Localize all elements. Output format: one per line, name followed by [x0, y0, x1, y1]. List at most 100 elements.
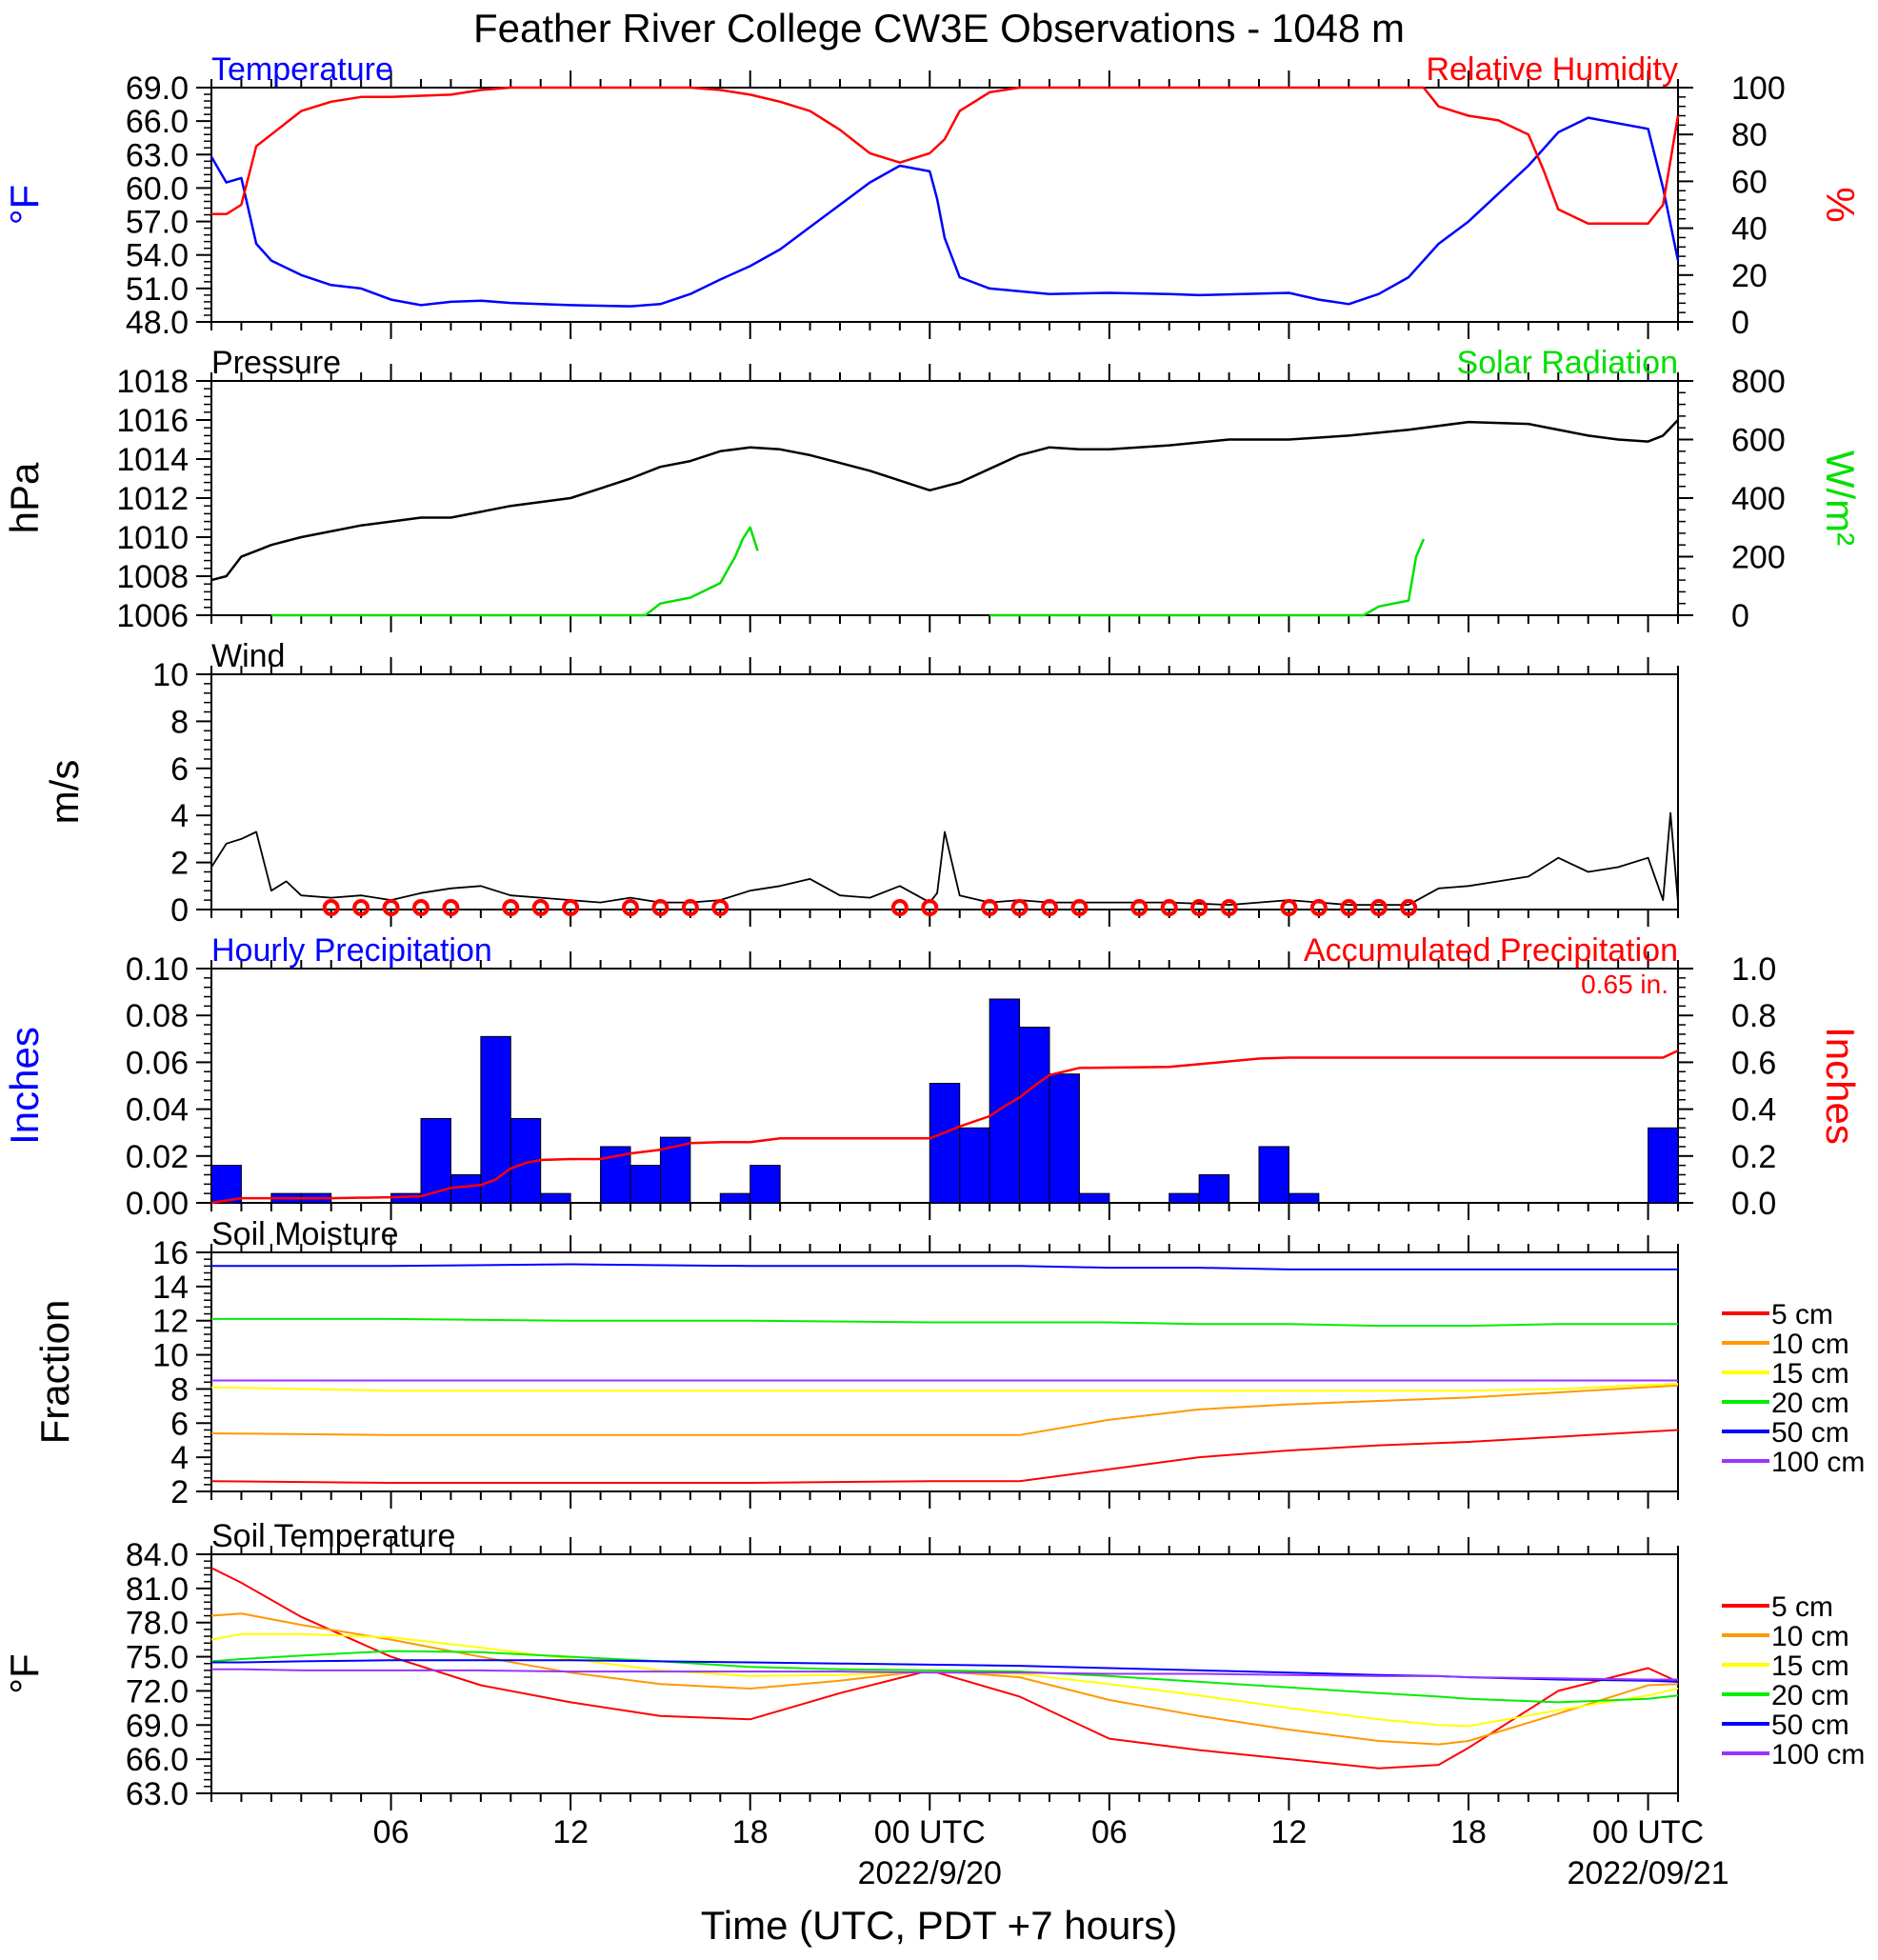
x-tick-label: 18 — [1450, 1814, 1487, 1850]
pressure-solar-y-tick-label: 1006 — [116, 598, 189, 634]
wind-calm-marker — [1190, 899, 1209, 916]
wind-y-label: m/s — [42, 760, 87, 825]
wind-calm-marker — [502, 899, 520, 916]
pressure-solar-y2-tick-label: 200 — [1731, 540, 1786, 576]
soil-temp-y-label: °F — [2, 1653, 47, 1693]
pressure-solar-y-tick-label: 1014 — [116, 442, 189, 478]
temp-rh-y-tick-label: 69.0 — [126, 70, 189, 107]
pressure-solar-y2-tick-label: 800 — [1731, 364, 1786, 400]
precip-hourly-bar — [1258, 1146, 1289, 1204]
precip-y2-tick-label: 0.2 — [1731, 1139, 1776, 1175]
x-axis-label: Time (UTC, PDT +7 hours) — [701, 1903, 1178, 1948]
soil-moisture-line-10cm — [210, 1384, 1679, 1436]
x-tick-label: 12 — [1271, 1814, 1308, 1850]
wind-speed-line — [210, 811, 1679, 906]
precip-hourly-bar — [1288, 1192, 1320, 1204]
precip-y-tick-label: 0.00 — [126, 1186, 189, 1222]
soil-temp-y-tick-label: 66.0 — [126, 1742, 189, 1778]
temp-rh-humidity-line — [211, 86, 1680, 225]
soil-moisture-y-tick-label: 12 — [152, 1304, 189, 1340]
pressure-solar-left-title: Pressure — [211, 345, 341, 381]
temp-rh-y-tick-label: 60.0 — [126, 170, 189, 207]
wind-calm-marker — [382, 899, 400, 916]
soil-moisture-legend-label: 5 cm — [1771, 1299, 1833, 1330]
temp-rh-temperature-line — [210, 116, 1680, 308]
soil-moisture-y-tick-label: 2 — [170, 1474, 189, 1510]
pressure-solar-y-tick-label: 1008 — [116, 559, 189, 595]
precip-hourly-bar — [1078, 1192, 1110, 1204]
pressure-solar-pressure-line — [210, 419, 1679, 582]
temp-rh-y2-tick-label: 0 — [1731, 305, 1749, 341]
wind-calm-marker — [1280, 899, 1298, 916]
precip-hourly-bar — [719, 1192, 751, 1204]
precip-y-tick-label: 0.06 — [126, 1045, 189, 1081]
temp-rh-y-label: °F — [2, 185, 47, 225]
temp-rh-axes: 48.051.054.057.060.063.066.069.0 0 20 40 60 8… — [2, 51, 1863, 341]
soil-moisture-y-tick-label: 8 — [170, 1371, 189, 1408]
soil-temp-legend-label: 10 cm — [1771, 1621, 1849, 1652]
precip-hourly-bar — [450, 1173, 482, 1204]
x-tick-label: 12 — [552, 1814, 589, 1850]
soil-temp-y-tick-label: 75.0 — [126, 1640, 189, 1676]
soil-moisture-legend-label: 10 cm — [1771, 1329, 1849, 1360]
wind-calm-marker — [412, 899, 430, 916]
temp-rh-right-title: Relative Humidity — [1426, 51, 1678, 88]
soil-moisture-line-5cm — [210, 1429, 1679, 1484]
temp-rh-y2-tick-label: 80 — [1731, 117, 1768, 153]
temp-rh-y-tick-label: 48.0 — [126, 305, 189, 341]
precip-hourly-bar — [1648, 1127, 1679, 1204]
wind-y-tick-label: 6 — [170, 751, 189, 788]
precip-y2-tick-label: 0.6 — [1731, 1045, 1776, 1081]
soil-temp-legend-label: 100 cm — [1771, 1739, 1865, 1770]
temp-rh-left-title: Temperature — [211, 51, 393, 88]
precip-y2-tick-label: 0.8 — [1731, 998, 1776, 1034]
x-tick-label: 00 UTC — [874, 1814, 986, 1850]
soil-temp-line-10cm — [210, 1612, 1679, 1746]
soil-moisture-line-20cm — [211, 1317, 1678, 1328]
pressure-solar-solar-line — [270, 526, 1426, 617]
pressure-solar-y2-tick-label: 600 — [1731, 423, 1786, 459]
temp-rh-frame — [210, 87, 1679, 323]
precip-hourly-bar — [480, 1035, 511, 1204]
pressure-solar-frame — [210, 380, 1679, 616]
precip-hourly-bar — [1049, 1073, 1080, 1204]
precip-y-tick-label: 0.02 — [126, 1139, 189, 1175]
wind-calm-marker — [1130, 899, 1149, 916]
precip-axes: 0.00 0.02 0.04 0.06 0.08 0.10 0.0 0.2 0.4 0.6 0.8 1… — [2, 932, 1863, 1222]
temp-rh-y-tick-label: 66.0 — [126, 104, 189, 140]
pressure-solar-right-title: Solar Radiation — [1457, 345, 1678, 381]
precip-y2-tick-label: 1.0 — [1731, 951, 1776, 988]
pressure-solar-y-tick-label: 1018 — [116, 364, 189, 400]
wind-calm-marker — [890, 899, 909, 916]
temp-rh-y-tick-label: 63.0 — [126, 137, 189, 173]
soil-temp-line-20cm — [210, 1650, 1679, 1704]
precip-y-tick-label: 0.10 — [126, 951, 189, 988]
precip-hourly-bar — [989, 998, 1021, 1204]
wind-frame — [210, 673, 1679, 910]
temp-rh-y-tick-label: 51.0 — [126, 271, 189, 308]
precip-hourly-bar — [749, 1165, 781, 1204]
precip-left-title: Hourly Precipitation — [211, 932, 492, 969]
wind-calm-marker — [711, 899, 729, 916]
wind-calm-marker — [622, 899, 639, 916]
temp-rh-y2-tick-label: 20 — [1731, 258, 1768, 294]
precip-hourly-bar — [1019, 1027, 1050, 1204]
pressure-solar-y2-tick-label: 0 — [1731, 598, 1749, 634]
precip-hourly-bar — [210, 1165, 242, 1204]
temp-rh-y-tick-label: 57.0 — [126, 205, 189, 241]
wind-calm-marker — [1041, 899, 1058, 916]
soil-temp-y-tick-label: 69.0 — [126, 1708, 189, 1744]
soil-temp-y-tick-label: 81.0 — [126, 1571, 189, 1608]
wind-calm-marker — [1340, 899, 1358, 916]
wind-calm-marker — [1160, 899, 1178, 916]
soil-moisture-legend-label: 50 cm — [1771, 1417, 1849, 1449]
precip-y2-tick-label: 0.0 — [1731, 1186, 1776, 1222]
wind-y-tick-label: 8 — [170, 704, 189, 740]
soil-temp-y-tick-label: 84.0 — [126, 1537, 189, 1573]
wind-calm-marker — [921, 899, 939, 916]
wind-calm-marker — [1400, 899, 1418, 916]
x-date-label: 2022/09/21 — [1567, 1855, 1728, 1891]
